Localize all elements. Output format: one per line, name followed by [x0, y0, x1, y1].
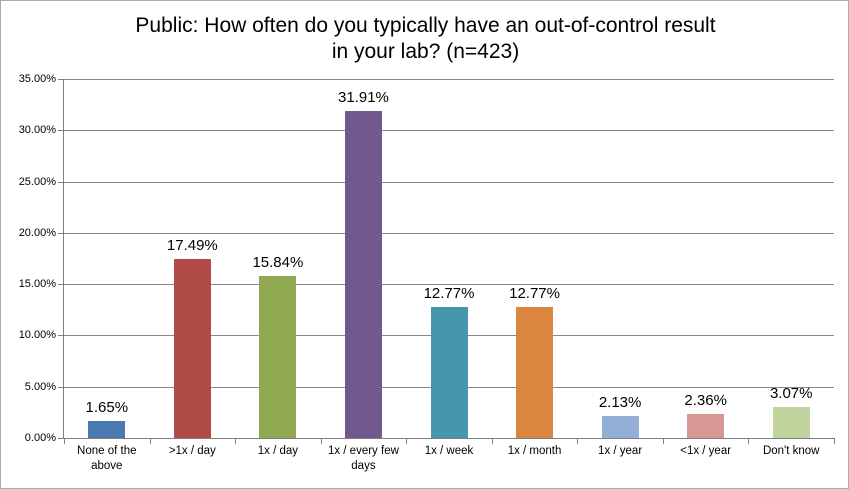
gridline: [64, 438, 834, 439]
gridline: [64, 181, 834, 183]
x-axis-category-label: Don't know: [762, 445, 820, 457]
x-axis-tick: [748, 438, 750, 444]
x-axis-category-label: <1x / year: [680, 445, 732, 457]
bar-2[interactable]: [173, 258, 211, 438]
y-axis-tick-label: 0.00%: [24, 432, 56, 444]
x-axis-category-label: 1x / day: [257, 445, 299, 457]
x-axis-tick: [406, 438, 408, 444]
y-axis-tick: [58, 335, 64, 337]
x-axis-tick: [320, 438, 322, 444]
bar-value-label: 15.84%: [252, 253, 304, 271]
x-axis-tick: [834, 438, 835, 444]
y-axis-tick: [58, 284, 64, 286]
bar-value-label: 12.77%: [509, 285, 560, 303]
x-axis-category-label: 1x / week: [424, 445, 474, 457]
bar-value-label: 12.77%: [423, 285, 475, 303]
x-axis-tick: [64, 438, 65, 444]
bar-value-label: 17.49%: [166, 236, 218, 254]
x-axis-tick: [235, 438, 237, 444]
gridline: [64, 284, 834, 286]
chart-title-line1: Public: How often do you typically have …: [135, 14, 716, 37]
y-axis-tick-label: 10.00%: [18, 329, 56, 342]
bar-8[interactable]: [687, 413, 725, 438]
chart-title-line2: in your lab? (n=423): [331, 40, 520, 63]
y-axis-tick-label: 35.00%: [18, 73, 56, 85]
bar-value-label: 31.91%: [338, 88, 389, 106]
y-axis-tick: [58, 386, 64, 388]
x-axis-category-label: None of the above: [77, 445, 137, 472]
bar-4[interactable]: [344, 110, 382, 438]
bar-3[interactable]: [259, 275, 297, 438]
bar-value-label: 1.65%: [85, 399, 129, 417]
y-axis-tick: [58, 181, 64, 183]
gridline: [64, 232, 834, 234]
bar-6[interactable]: [516, 307, 554, 438]
gridline: [64, 79, 834, 80]
x-axis-category-label: 1x / every few days: [327, 445, 399, 472]
bar-value-label: 2.36%: [684, 391, 727, 409]
x-axis-category-label: >1x / day: [168, 445, 216, 457]
y-axis-tick: [58, 232, 64, 234]
y-axis-tick: [58, 79, 64, 80]
gridline: [64, 130, 834, 132]
bar-9[interactable]: [772, 406, 810, 438]
bar-5[interactable]: [430, 307, 468, 438]
chart-title: Public: How often do you typically have …: [1, 13, 848, 65]
y-axis-tick: [58, 130, 64, 132]
x-axis-tick: [577, 438, 579, 444]
y-axis-tick-label: 15.00%: [18, 278, 56, 291]
y-axis-tick: [58, 438, 64, 439]
x-axis-category-label: 1x / month: [507, 445, 562, 457]
y-axis-tick-label: 20.00%: [18, 226, 56, 239]
y-axis-line: [63, 79, 64, 439]
x-axis-tick: [149, 438, 151, 444]
x-axis-category-label: 1x / year: [598, 445, 643, 457]
y-axis-tick-label: 5.00%: [24, 380, 56, 393]
y-axis-tick-label: 25.00%: [18, 175, 56, 188]
bar-value-label: 3.07%: [769, 384, 813, 402]
x-axis-tick: [662, 438, 664, 444]
bar-value-label: 2.13%: [598, 394, 642, 412]
bar-1[interactable]: [88, 421, 126, 438]
x-axis-tick: [491, 438, 493, 444]
bar-7[interactable]: [601, 416, 639, 438]
y-axis-tick-label: 30.00%: [18, 124, 56, 137]
plot-area: 1.65% 17.49% 15.84% 31.91% 12.77% 12.77% 2.13%…: [58, 79, 835, 444]
